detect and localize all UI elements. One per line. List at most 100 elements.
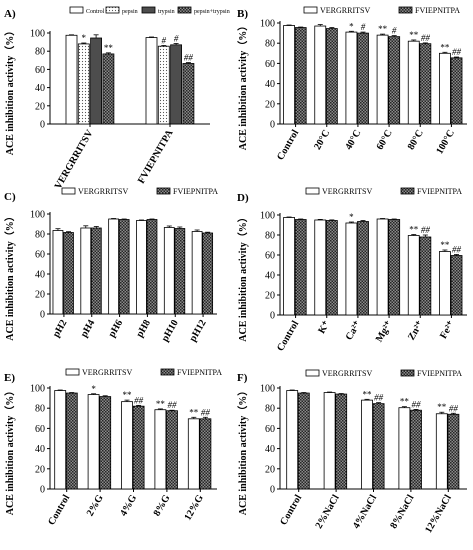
x-tick-label: 80°C [406, 128, 426, 152]
significance-mark: ** [437, 402, 447, 412]
significance-mark: ** [123, 390, 133, 400]
y-axis-label: ACE inhibition activity（%） [236, 212, 249, 341]
bar [174, 228, 186, 315]
significance-mark: ## [421, 33, 431, 43]
y-tick-label: 100 [260, 19, 275, 30]
y-tick-label: 80 [35, 404, 45, 415]
y-axis-label: ACE inhibition activity（%） [236, 386, 249, 515]
y-axis-label: ACE inhibition activity（%） [236, 21, 249, 150]
bar [187, 418, 200, 490]
significance-mark: ** [156, 399, 166, 409]
significance-mark: * [349, 21, 354, 31]
bar [154, 409, 167, 490]
panel-label: D) [237, 192, 249, 204]
chart-panel-b: B)ACE inhibition activity（%） 0 20 40 60 80 100… [236, 6, 467, 162]
y-axis-label: ACE inhibition activity（%） [3, 26, 16, 155]
panel-label: E) [4, 372, 15, 384]
legend-swatch [177, 6, 192, 14]
x-tick-label: Control [275, 319, 301, 353]
legend-swatch [105, 6, 120, 14]
bar [118, 219, 130, 315]
y-tick-label: 60 [35, 250, 45, 261]
significance-mark: # [174, 33, 179, 43]
legend-label: VERGRRITSV [322, 369, 372, 378]
bar [345, 222, 358, 316]
x-tick-label: 4%NaCl [351, 493, 379, 531]
legend-swatch [305, 187, 320, 195]
legend-label: VERGRRITSV [320, 6, 370, 15]
y-tick-label: 60 [265, 424, 275, 435]
x-tick-label: 20°C [312, 128, 332, 152]
bar [54, 390, 67, 490]
x-tick-label: 8%G [152, 493, 173, 518]
y-axis-label: ACE inhibition activity（%） [3, 386, 16, 515]
bar [410, 409, 422, 490]
bar [294, 27, 307, 125]
legend-swatch [69, 6, 84, 14]
bar [357, 32, 369, 125]
bar [90, 227, 102, 315]
significance-mark: ## [452, 47, 462, 57]
legend-swatch [61, 187, 76, 195]
bar [99, 396, 112, 490]
legend-swatch [141, 6, 156, 14]
bar [314, 25, 327, 125]
bar [136, 220, 147, 315]
legend-swatch [400, 187, 415, 195]
bar [170, 44, 183, 125]
y-tick-label: 80 [35, 47, 45, 58]
y-tick-label: 0 [270, 311, 275, 322]
significance-mark: * [349, 212, 354, 222]
legend-swatch [156, 187, 171, 195]
legend-label: trypsin [158, 9, 175, 15]
x-tick-label: 12%G [182, 493, 206, 523]
y-tick-label: 60 [265, 59, 275, 70]
significance-mark: ** [409, 30, 419, 40]
bar [286, 390, 299, 490]
legend-label: Control [86, 9, 105, 15]
y-tick-label: 0 [40, 310, 45, 321]
bar [102, 53, 115, 125]
panel-label: F) [237, 372, 248, 384]
legend-label: pepsin [122, 9, 138, 15]
y-tick-label: 20 [35, 290, 45, 301]
y-tick-label: 0 [40, 485, 45, 496]
legend-label: FVIEPNITPA [417, 369, 462, 378]
legend-swatch [160, 368, 175, 376]
x-tick-label: Ca²⁺ [344, 319, 364, 342]
significance-mark: ** [189, 407, 199, 417]
bar [65, 392, 78, 490]
chart-panel-e: E) ACE inhibition activity（%） 0 20 40 60 80 100… [3, 368, 222, 527]
bar [314, 219, 327, 316]
significance-mark: * [91, 384, 96, 394]
x-tick-label: 8%NaCl [388, 493, 416, 531]
significance-mark: ** [409, 225, 419, 235]
bar [361, 399, 373, 490]
significance-mark: ** [363, 389, 373, 399]
legend-label: FVIEPNITPA [173, 187, 218, 196]
significance-mark: # [392, 26, 397, 36]
x-tick-label: pH12 [187, 318, 208, 344]
significance-mark: # [162, 35, 167, 45]
bar [108, 218, 119, 315]
significance-mark: ## [421, 225, 431, 235]
x-tick-label: 4%G [118, 493, 139, 518]
panel-label: A) [4, 8, 16, 20]
significance-mark: ** [440, 42, 450, 52]
bar [398, 407, 411, 490]
bar [325, 28, 338, 125]
significance-mark: ## [412, 399, 422, 409]
x-tick-label: Mg²⁺ [374, 319, 395, 344]
bar [439, 52, 451, 125]
y-tick-label: 20 [265, 464, 275, 475]
x-tick-label: Fe²⁺ [438, 319, 457, 341]
legend-label: FVIEPNITPA [177, 368, 222, 377]
bar [376, 218, 389, 316]
significance-mark: ** [104, 43, 114, 53]
bar [450, 57, 463, 125]
bar [419, 236, 432, 316]
legend-label: VERGRRITSV [322, 187, 372, 196]
y-tick-label: 20 [35, 101, 45, 112]
y-tick-label: 20 [265, 99, 275, 110]
x-tick-label: Control [278, 493, 304, 527]
